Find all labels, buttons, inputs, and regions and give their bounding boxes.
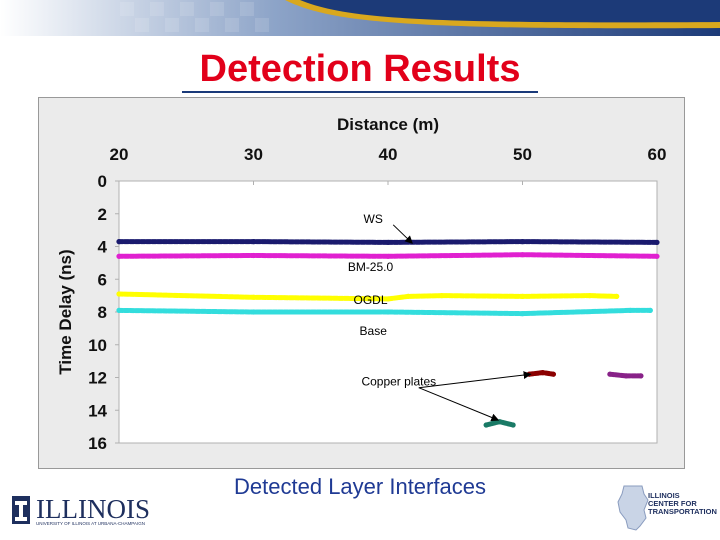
data-point xyxy=(623,373,629,379)
data-point xyxy=(550,371,556,377)
data-point xyxy=(250,309,257,315)
x-tick-label: 30 xyxy=(244,145,263,164)
x-tick-label: 50 xyxy=(513,145,532,164)
y-axis-title: Time Delay (ns) xyxy=(56,249,75,374)
annotation-arrow xyxy=(392,224,413,244)
data-point xyxy=(385,253,391,259)
data-point xyxy=(116,253,122,259)
data-point xyxy=(250,252,257,259)
data-point xyxy=(654,239,660,245)
annotation-label: Base xyxy=(360,324,388,338)
title-underline xyxy=(182,91,538,93)
y-tick-label: 4 xyxy=(98,238,108,257)
data-point xyxy=(250,294,257,300)
data-point xyxy=(439,293,445,299)
data-point xyxy=(116,307,122,313)
illinois-logo-subtext: UNIVERSITY OF ILLINOIS AT URBANA-CHAMPAI… xyxy=(36,521,145,526)
data-point xyxy=(116,239,122,245)
data-point xyxy=(519,239,526,245)
chart-panel: 20 30 40 50 60 0 2 4 6 8 10 12 14 16 WS BM-25.0 OGDL Bas… xyxy=(38,97,685,469)
data-point xyxy=(654,253,660,259)
series-line-3 xyxy=(116,307,653,317)
data-point xyxy=(519,311,526,317)
x-tick-label: 60 xyxy=(648,145,667,164)
series-line-2 xyxy=(116,291,620,302)
y-tick-label: 16 xyxy=(88,434,107,453)
x-axis-title: Distance (m) xyxy=(337,115,439,134)
data-point xyxy=(519,293,526,299)
slide-title: Detection Results xyxy=(199,48,521,90)
data-point xyxy=(614,293,620,299)
illinois-logo: ILLINOIS UNIVERSITY OF ILLINOIS AT URBAN… xyxy=(12,494,150,526)
annotation-label: WS xyxy=(364,212,383,226)
y-tick-label: 2 xyxy=(98,205,107,224)
chart-caption: Detected Layer Interfaces xyxy=(234,474,486,499)
y-tick-label: 8 xyxy=(98,303,107,322)
data-point xyxy=(519,252,526,258)
annotation-label: BM-25.0 xyxy=(348,260,394,274)
annotation-arrow xyxy=(418,387,500,422)
data-point xyxy=(250,239,257,245)
x-tick-label: 40 xyxy=(379,145,398,164)
ict-logo: ILLINOIS CENTER FOR TRANSPORTATION xyxy=(617,485,717,531)
data-point xyxy=(587,293,593,299)
data-point xyxy=(385,296,391,302)
data-point xyxy=(647,307,653,313)
illinois-logo-text: ILLINOIS xyxy=(36,494,150,524)
y-tick-label: 10 xyxy=(88,336,107,355)
data-point xyxy=(540,370,546,376)
data-point xyxy=(510,422,516,428)
annotation-label: Copper plates xyxy=(361,375,436,389)
data-point xyxy=(638,373,644,379)
ict-logo-line2: CENTER FOR xyxy=(648,499,697,508)
header-banner xyxy=(0,0,720,36)
y-tick-label: 14 xyxy=(88,401,107,420)
annotation-label: OGDL xyxy=(353,293,387,307)
data-point xyxy=(385,309,391,315)
annotation-arrow xyxy=(418,371,532,389)
ict-logo-line1: ILLINOIS xyxy=(648,491,680,500)
y-tick-label: 6 xyxy=(98,270,107,289)
ict-logo-line3: TRANSPORTATION xyxy=(648,507,717,516)
y-tick-label: 12 xyxy=(88,369,107,388)
data-point xyxy=(116,291,122,297)
data-point xyxy=(385,239,391,245)
x-tick-label: 20 xyxy=(110,145,129,164)
data-point xyxy=(607,371,613,377)
data-point xyxy=(627,307,633,313)
y-tick-label: 0 xyxy=(98,172,107,191)
detection-chart: 20 30 40 50 60 0 2 4 6 8 10 12 14 16 WS BM-25.0 OGDL Bas… xyxy=(56,115,667,453)
data-point xyxy=(405,293,411,299)
data-point xyxy=(483,422,489,428)
